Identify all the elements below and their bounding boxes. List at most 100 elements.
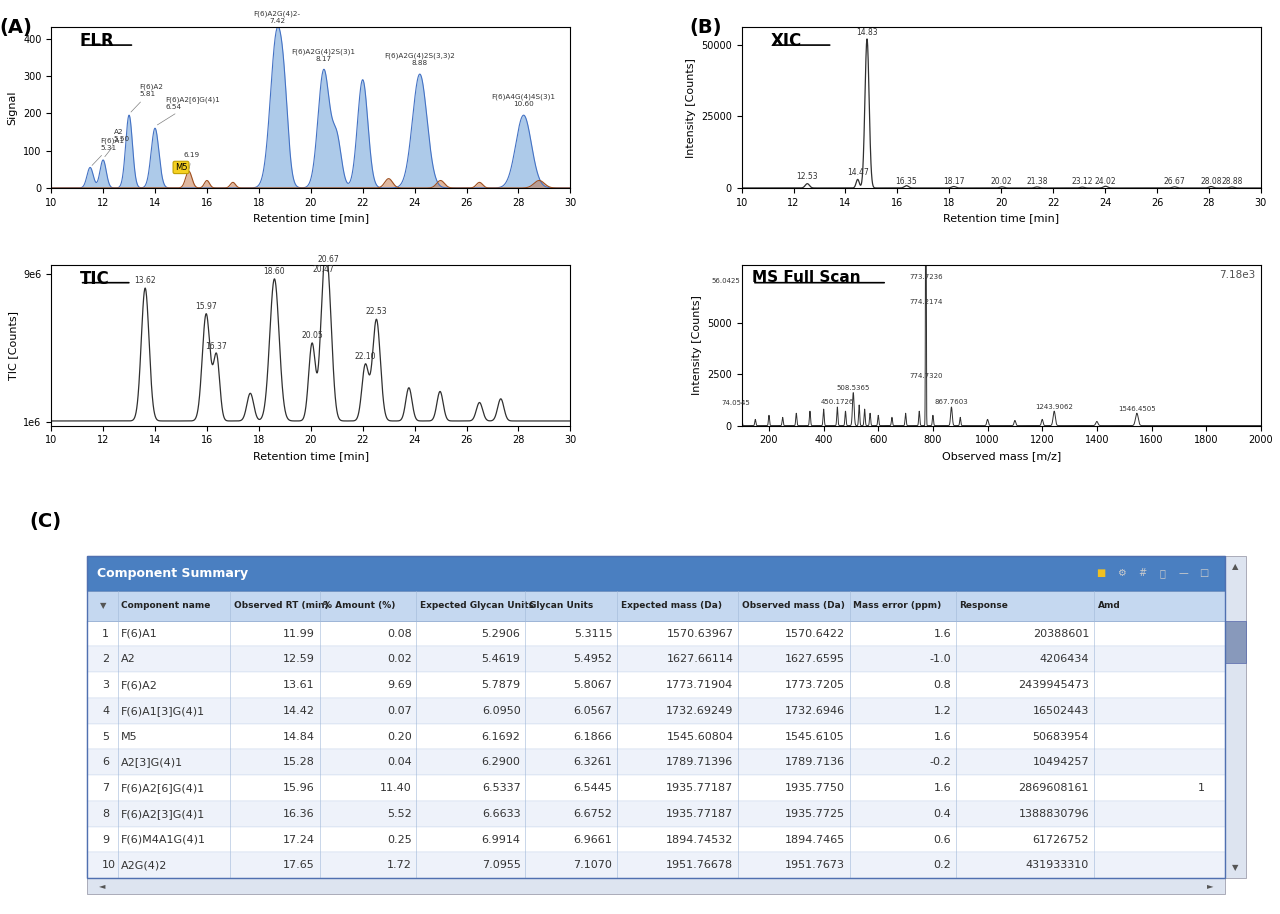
Text: 1.2: 1.2 [933,706,951,716]
Text: 1773.7205: 1773.7205 [785,680,845,690]
Text: MS Full Scan: MS Full Scan [753,270,860,285]
Text: 0.20: 0.20 [387,731,412,741]
Text: 0.6: 0.6 [933,834,951,845]
Text: A2G(4)2: A2G(4)2 [122,860,168,870]
FancyBboxPatch shape [87,698,1225,724]
Y-axis label: Intensity [Counts]: Intensity [Counts] [686,58,695,157]
Text: 5.4619: 5.4619 [481,654,521,664]
Text: 5.52: 5.52 [387,809,412,819]
Text: 1: 1 [102,629,109,639]
Text: 0.4: 0.4 [933,809,951,819]
FancyBboxPatch shape [1225,621,1247,663]
FancyBboxPatch shape [87,826,1225,853]
Text: 15.28: 15.28 [283,758,315,768]
Text: 22.53: 22.53 [366,307,388,316]
Text: 6.3261: 6.3261 [573,758,612,768]
Text: 9: 9 [102,834,109,845]
X-axis label: Retention time [min]: Retention time [min] [252,451,369,461]
X-axis label: Retention time [min]: Retention time [min] [252,213,369,223]
Text: -0.2: -0.2 [929,758,951,768]
Text: 1732.6946: 1732.6946 [785,706,845,716]
Text: F(6)A1[3]G(4)1: F(6)A1[3]G(4)1 [122,706,206,716]
Text: M5: M5 [122,731,138,741]
Text: 508.5365: 508.5365 [837,385,870,391]
Text: 6.2900: 6.2900 [481,758,521,768]
Y-axis label: Signal: Signal [8,90,18,125]
Text: Observed RT (min): Observed RT (min) [234,601,329,611]
Text: 6.6752: 6.6752 [573,809,612,819]
Text: 1545.60804: 1545.60804 [667,731,733,741]
Text: 16.37: 16.37 [206,342,228,351]
Text: 17.65: 17.65 [283,860,315,870]
Text: 1894.74532: 1894.74532 [666,834,733,845]
Text: 1773.71904: 1773.71904 [666,680,733,690]
Text: 11.40: 11.40 [380,783,412,793]
Text: ▲: ▲ [1233,562,1239,571]
Text: 6.6633: 6.6633 [481,809,521,819]
FancyBboxPatch shape [87,878,1225,894]
Text: 74.0545: 74.0545 [722,400,750,406]
Text: ■: ■ [1097,569,1106,579]
FancyBboxPatch shape [87,590,1225,621]
Text: A2[3]G(4)1: A2[3]G(4)1 [122,758,183,768]
Text: F(6)M4A1G(4)1: F(6)M4A1G(4)1 [122,834,206,845]
Text: 1546.4505: 1546.4505 [1117,406,1156,412]
Text: F(6)A2G(4)2-
7.42: F(6)A2G(4)2- 7.42 [253,11,301,25]
FancyBboxPatch shape [87,775,1225,801]
X-axis label: Observed mass [m/z]: Observed mass [m/z] [942,451,1061,461]
Text: 1: 1 [1198,783,1206,793]
Text: Expected mass (Da): Expected mass (Da) [621,601,722,611]
Text: 11.99: 11.99 [283,629,315,639]
Text: 16.35: 16.35 [896,176,918,186]
Text: 5.4952: 5.4952 [573,654,612,664]
Text: FLR: FLR [79,32,114,50]
Text: ▼: ▼ [1233,863,1239,872]
Text: 10494257: 10494257 [1033,758,1089,768]
Text: 7: 7 [102,783,109,793]
Text: 10: 10 [102,860,116,870]
Text: 0.04: 0.04 [387,758,412,768]
Text: 17.24: 17.24 [283,834,315,845]
Text: 1627.66114: 1627.66114 [667,654,733,664]
Text: 4206434: 4206434 [1039,654,1089,664]
Text: Response: Response [960,601,1009,611]
X-axis label: Retention time [min]: Retention time [min] [943,213,1060,223]
Text: 450.1726: 450.1726 [820,399,854,406]
Text: 1935.7750: 1935.7750 [785,783,845,793]
Text: -1.0: -1.0 [929,654,951,664]
Text: ⚙: ⚙ [1117,569,1126,579]
Text: Component Summary: Component Summary [97,567,248,579]
Text: 5.3115: 5.3115 [573,629,612,639]
Text: F(6)A2G(4)2S(3,3)2
8.88: F(6)A2G(4)2S(3,3)2 8.88 [384,52,456,66]
Text: 0.08: 0.08 [387,629,412,639]
Text: 28.08: 28.08 [1201,176,1221,186]
Text: 8: 8 [102,809,109,819]
Text: 21.38: 21.38 [1027,176,1048,186]
Text: F(6)A2[6]G(4)1
6.54: F(6)A2[6]G(4)1 6.54 [157,96,220,125]
Text: 1.6: 1.6 [933,783,951,793]
Text: Observed mass (Da): Observed mass (Da) [742,601,845,611]
Text: 22.10: 22.10 [355,352,376,361]
FancyBboxPatch shape [87,646,1225,672]
FancyBboxPatch shape [87,672,1225,698]
Text: 6.9661: 6.9661 [573,834,612,845]
Text: 14.83: 14.83 [856,27,878,37]
Text: 6.0567: 6.0567 [573,706,612,716]
Text: 5.8067: 5.8067 [573,680,612,690]
Text: 4: 4 [102,706,109,716]
Text: 16.36: 16.36 [283,809,315,819]
Text: 20.47: 20.47 [312,265,334,274]
Text: M5: M5 [175,163,187,172]
Text: F(6)A2[6]G(4)1: F(6)A2[6]G(4)1 [122,783,206,793]
Text: 61726752: 61726752 [1033,834,1089,845]
Text: 56.0425: 56.0425 [712,278,740,284]
FancyBboxPatch shape [87,724,1225,749]
Text: ▼: ▼ [100,601,106,611]
Text: 28.88: 28.88 [1221,176,1243,186]
Text: 0.8: 0.8 [933,680,951,690]
Text: (A): (A) [0,17,32,37]
Text: 1.6: 1.6 [933,629,951,639]
Text: 16502443: 16502443 [1033,706,1089,716]
Text: 867.7603: 867.7603 [934,399,968,406]
Text: 1.6: 1.6 [933,731,951,741]
